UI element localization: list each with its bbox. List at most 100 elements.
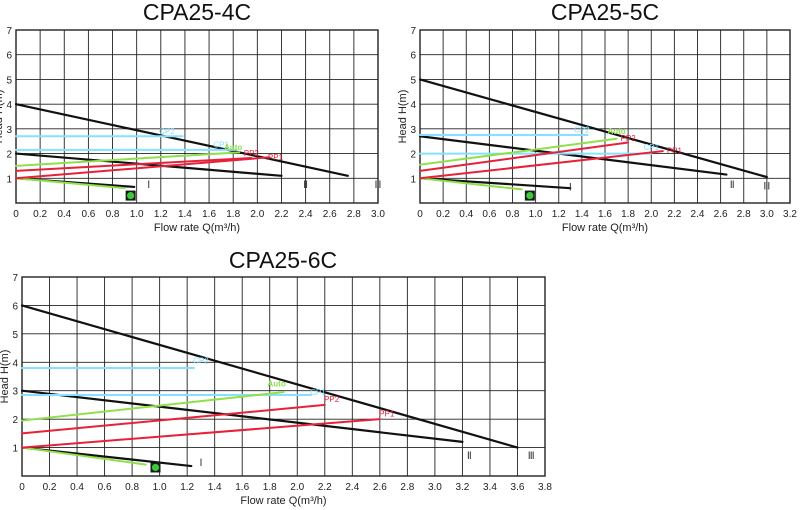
x-tick-label: 1.0 xyxy=(153,482,167,493)
series-line-curve-2 xyxy=(418,177,572,190)
chart-title: CPA25-5C xyxy=(551,0,659,25)
y-tick-label: 1 xyxy=(6,174,12,185)
series-line-pp2 xyxy=(15,157,253,172)
x-tick-label: 3.2 xyxy=(455,482,469,493)
x-tick-label: 1.8 xyxy=(263,482,277,493)
series-line-auto xyxy=(419,137,618,166)
series-label: CP1 xyxy=(213,140,229,149)
x-tick-label: 0 xyxy=(19,482,25,493)
y-tick-label: 5 xyxy=(6,75,12,86)
x-tick-label: 1.4 xyxy=(575,209,589,220)
x-tick-label: 2.2 xyxy=(667,209,681,220)
x-tick-label: 2.6 xyxy=(323,209,337,220)
series-line-curve-1 xyxy=(14,152,283,177)
x-tick-label: 3.0 xyxy=(760,209,774,220)
y-tick-label: 4 xyxy=(12,358,18,369)
series-label: Auto xyxy=(607,127,625,136)
x-tick-label: 0.4 xyxy=(57,209,71,220)
series-label: PP2 xyxy=(324,395,340,404)
chart-title: CPA25-6C xyxy=(229,247,337,273)
y-tick-label: 1 xyxy=(12,444,18,455)
x-tick-label: 0.4 xyxy=(70,482,84,493)
x-tick-label: 1.0 xyxy=(529,209,543,220)
series-line-pp2 xyxy=(21,403,326,435)
chart-1: CPA25-4C 0 0.2 0.4 0.6 0.8 1.0 1.2 1.4 1.6 1.8 2.0 2… xyxy=(0,0,385,234)
y-tick-label: 5 xyxy=(12,330,18,341)
series-label: Ⅱ xyxy=(467,451,472,462)
x-tick-label: 1.6 xyxy=(598,209,612,220)
series-label: Auto xyxy=(224,143,242,152)
plot-frame xyxy=(15,29,379,204)
y-axis-label: Head H(m) xyxy=(0,350,11,404)
series-label: Ⅰ xyxy=(199,458,202,469)
y-tick-label: 3 xyxy=(410,125,416,136)
pump-mode-icon xyxy=(526,191,534,200)
grid xyxy=(21,276,546,477)
series-label: PP1 xyxy=(379,409,395,418)
series-label: PP2 xyxy=(621,134,637,143)
x-tick-label: 2.6 xyxy=(373,482,387,493)
y-tick-label: 2 xyxy=(12,415,18,426)
x-tick-label: 2.8 xyxy=(347,209,361,220)
x-tick-label: 1.2 xyxy=(154,209,168,220)
x-tick-label: 0.6 xyxy=(98,482,112,493)
series-line-curve-0 xyxy=(14,103,349,177)
y-tick-label: 6 xyxy=(410,51,416,62)
pump-mode-icon xyxy=(151,463,160,472)
x-tick-label: 2.0 xyxy=(250,209,264,220)
x-tick-label: 2.2 xyxy=(275,209,289,220)
x-tick-label: 2.4 xyxy=(345,482,359,493)
x-tick-label: 0.2 xyxy=(436,209,450,220)
y-tick-label: 1 xyxy=(410,174,416,185)
x-tick-label: 1.8 xyxy=(226,209,240,220)
grid xyxy=(419,29,791,204)
x-tick-label: 0.6 xyxy=(482,209,496,220)
x-tick-label: 1.0 xyxy=(130,209,144,220)
series-line-curve-0 xyxy=(20,304,519,449)
x-tick-label: 2.8 xyxy=(400,482,414,493)
y-axis-label: Head H(m) xyxy=(0,90,5,144)
series-label: Ⅰ xyxy=(147,180,150,191)
series-label: Ⅲ xyxy=(375,180,382,191)
series-line-pp1 xyxy=(419,150,664,180)
chart-3: CPA25-6C 0 0.2 0.4 0.6 0.8 1.0 1.2 1.4 1.6 1.8 2.0 2… xyxy=(0,247,552,507)
x-tick-label: 3.4 xyxy=(483,482,497,493)
x-tick-label: 0.2 xyxy=(33,209,47,220)
x-tick-label: 1.8 xyxy=(621,209,635,220)
series-label: CP1 xyxy=(643,143,659,152)
y-tick-label: 7 xyxy=(6,26,12,37)
x-tick-label: 3.0 xyxy=(428,482,442,493)
y-tick-label: 6 xyxy=(12,301,18,312)
series-label: Ⅰ xyxy=(569,183,572,194)
series-line-curve-1 xyxy=(20,389,464,443)
plot-frame xyxy=(419,29,791,204)
y-tick-label: 2 xyxy=(6,150,12,161)
x-tick-label: 1.6 xyxy=(235,482,249,493)
series-label: CP1 xyxy=(310,388,326,397)
series-label: PP1 xyxy=(268,153,284,162)
x-tick-label: 0 xyxy=(417,209,423,220)
y-axis-label: Head H(m) xyxy=(397,90,409,144)
series-label: Ⅲ xyxy=(763,181,770,192)
x-tick-label: 0.4 xyxy=(459,209,473,220)
x-axis-label: Flow rate Q(m³/h) xyxy=(240,495,326,507)
x-tick-label: 1.2 xyxy=(552,209,566,220)
series-line-curve-1 xyxy=(418,135,728,176)
y-tick-label: 6 xyxy=(6,51,12,62)
x-tick-label: 0 xyxy=(13,209,19,220)
x-tick-label: 2.4 xyxy=(299,209,313,220)
series-line-pp1 xyxy=(15,156,271,180)
series-label: CP2 xyxy=(574,126,590,135)
x-tick-label: 3.2 xyxy=(783,209,797,220)
y-tick-label: 5 xyxy=(410,75,416,86)
grid xyxy=(15,29,379,204)
plot-frame xyxy=(21,276,546,477)
x-axis-label: Flow rate Q(m³/h) xyxy=(562,222,648,234)
x-tick-label: 2.4 xyxy=(691,209,705,220)
x-tick-label: 0.8 xyxy=(106,209,120,220)
series-label: CP2 xyxy=(159,127,175,136)
x-tick-label: 2.6 xyxy=(714,209,728,220)
series-line-pp2 xyxy=(419,141,630,172)
x-tick-label: 0.2 xyxy=(43,482,57,493)
